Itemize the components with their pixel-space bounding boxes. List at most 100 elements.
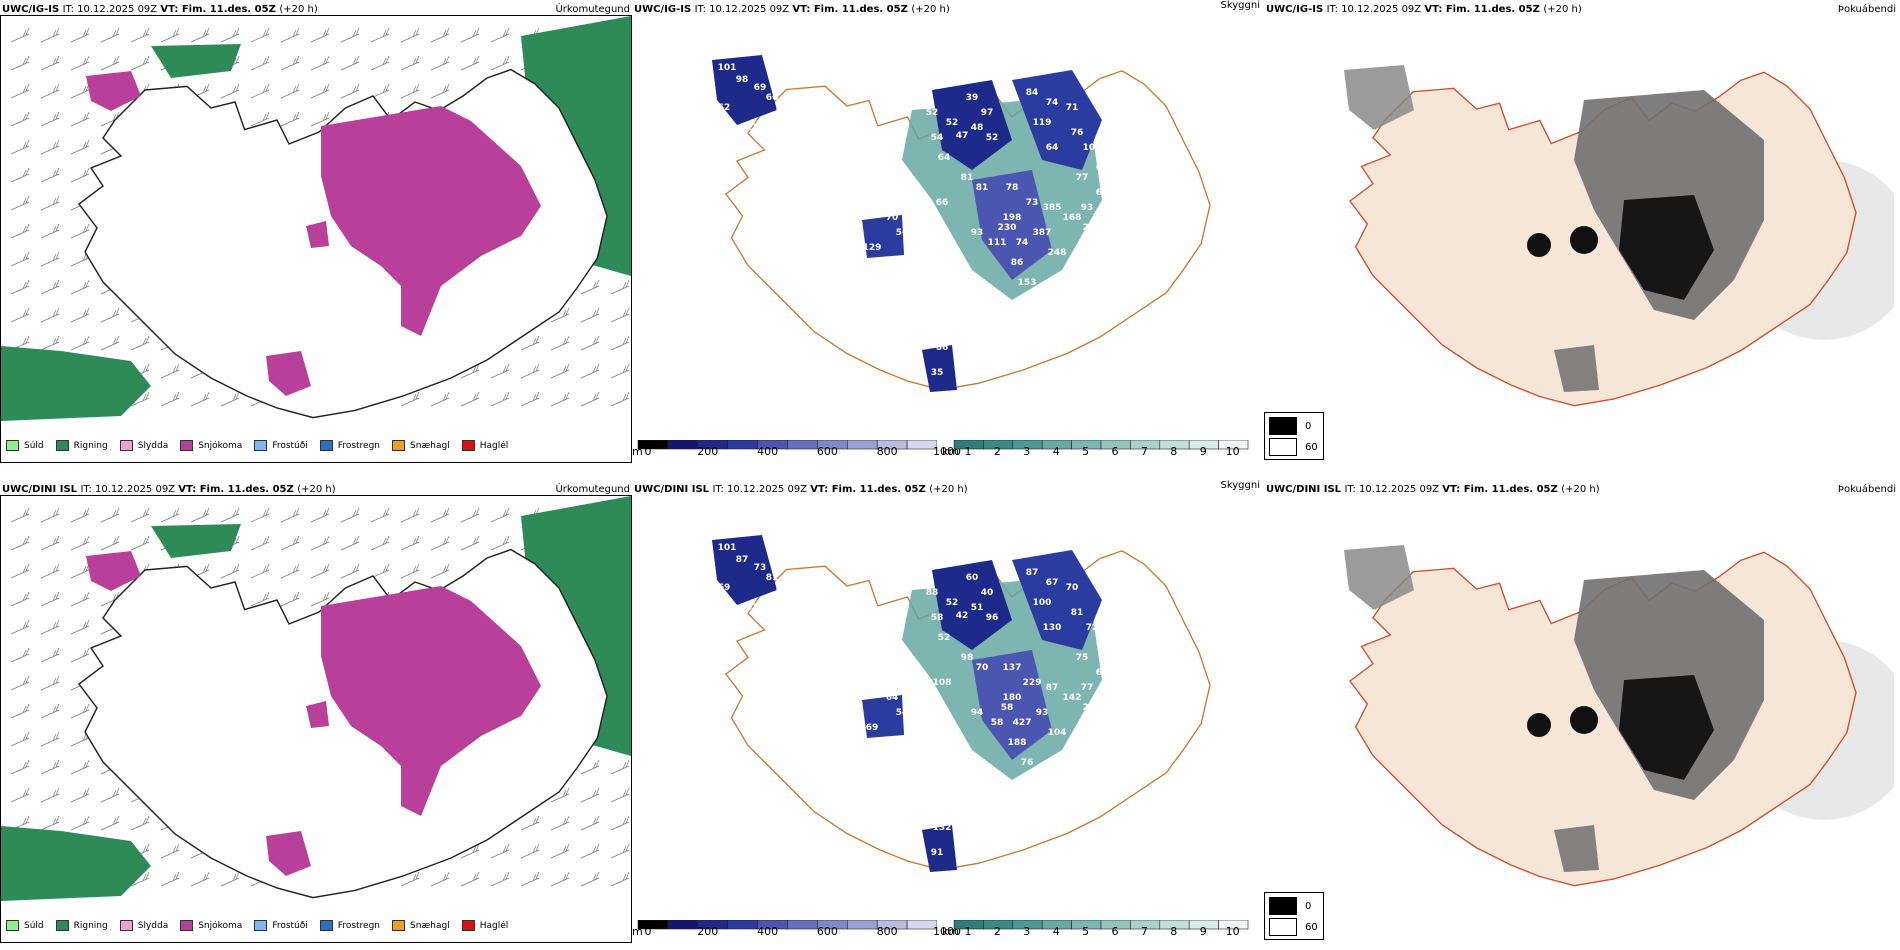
low-ceiling-area: [862, 215, 904, 258]
wind-barb: [310, 55, 330, 71]
wind-barb: [280, 111, 300, 127]
legend-swatch: [392, 440, 406, 451]
legend-item: Snjókoma: [180, 920, 242, 931]
legend-swatch: [254, 920, 268, 931]
wind-barb: [70, 55, 90, 71]
lead-time: (+20 h): [1543, 4, 1582, 15]
ceiling-peak-label: 229: [1023, 678, 1042, 688]
ceiling-peak-label: 88: [926, 588, 939, 598]
visibility-unit: km: [942, 925, 960, 938]
wind-barb: [10, 563, 30, 579]
ceiling-colorbar-ramp: [637, 439, 938, 450]
ceiling-peak-label: 78: [1006, 183, 1019, 193]
ceiling-peak-label: 93: [971, 228, 984, 238]
init-time: IT: 10.12.2025 09Z: [712, 484, 811, 495]
wind-barb: [10, 279, 30, 295]
fog-gray-area: [1554, 825, 1599, 872]
model-name: UWC/IG-IS: [2, 4, 63, 15]
wind-barb: [280, 55, 300, 71]
ceiling-peak-label: 69: [1096, 668, 1109, 678]
visibility-tick: 5: [1082, 445, 1090, 458]
wind-barb: [310, 83, 330, 99]
ceiling-peak-label: 31: [956, 838, 969, 848]
wind-barb: [460, 55, 480, 71]
wind-barb: [490, 843, 510, 859]
lead-time: (+20 h): [911, 4, 950, 15]
legend-label: Frostúði: [272, 440, 308, 451]
ceiling-peak-label: 119: [1033, 118, 1052, 128]
ceiling-peak-label: 64: [938, 153, 951, 163]
wind-barb: [10, 535, 30, 551]
ceiling-peak-label: 54: [931, 133, 944, 143]
panel-header: UWC/IG-IS IT: 10.12.2025 09Z VT: Fim. 11…: [2, 4, 318, 16]
wind-barb: [490, 391, 510, 407]
wind-barb: [10, 591, 30, 607]
ceiling-color-step: [787, 439, 818, 450]
wind-barb: [190, 871, 210, 887]
ceiling-peak-label: 87: [736, 555, 749, 565]
fog-gray-area: [1344, 65, 1414, 130]
ceiling-peak-label: 108: [933, 678, 952, 688]
ceiling-peak-label: 198: [1003, 213, 1022, 223]
ceiling-peak-label: 81: [961, 173, 974, 183]
ceiling-peak-label: 52: [926, 108, 939, 118]
wind-barb: [520, 363, 540, 379]
ceiling-tick: 0: [644, 925, 652, 938]
ceiling-peak-label: 76: [1071, 128, 1084, 138]
wind-barb: [430, 391, 450, 407]
valid-time: Fim. 11.des. 05Z: [199, 484, 298, 495]
panel-title: Úrkomutegund: [555, 4, 630, 15]
wind-barb: [580, 279, 600, 295]
wind-barb: [100, 507, 120, 523]
wind-barb: [490, 363, 510, 379]
wind-barb: [610, 335, 630, 351]
wind-barb: [610, 279, 630, 295]
ceiling-peak-label: 98: [736, 75, 749, 85]
wind-barb: [70, 83, 90, 99]
ceiling-peak-label: 100: [1083, 143, 1102, 153]
visibility-tick: 7: [1140, 925, 1148, 938]
ceiling-peak-label: 40: [981, 588, 994, 598]
ceiling-peak-label: 64: [886, 693, 899, 703]
ceiling-tick: 0: [644, 445, 652, 458]
legend-label: Súld: [24, 920, 44, 931]
wind-barb: [250, 507, 270, 523]
wind-barb: [10, 307, 30, 323]
snow-area: [266, 831, 311, 876]
wind-barb: [130, 815, 150, 831]
visibility-colorbar-ramp: [953, 919, 1249, 930]
fog-legend-label: 0: [1305, 900, 1312, 912]
fog-legend-label: 60: [1305, 441, 1318, 453]
fog-legend-item: 60: [1269, 918, 1318, 936]
model-name: UWC/IG-IS: [1266, 4, 1327, 15]
ceiling-peak-label: 212: [1083, 223, 1102, 233]
ceiling-color-step: [847, 919, 878, 930]
wind-barb: [70, 787, 90, 803]
wind-barb: [490, 27, 510, 43]
wind-barb: [520, 335, 540, 351]
ceiling-peak-label: 69: [866, 723, 879, 733]
ceiling-peak-label: 97: [981, 108, 994, 118]
wind-barb: [610, 843, 630, 859]
fog-legend-swatch: [1269, 918, 1297, 936]
wind-barb: [10, 139, 30, 155]
fog-gray-area: [1554, 345, 1599, 392]
panel-header: UWC/DINI ISL IT: 10.12.2025 09Z VT: Fim.…: [2, 484, 336, 496]
wind-barb: [220, 27, 240, 43]
wind-barb: [190, 507, 210, 523]
panel-title: Úrkomutegund: [555, 484, 630, 495]
panel-frame: [0, 495, 632, 943]
ceiling-peak-label: 70: [1066, 583, 1079, 593]
ceiling-peak-label: 62: [718, 103, 731, 113]
wind-barb: [430, 83, 450, 99]
dense-fog-spot: [1570, 226, 1598, 254]
ceiling-peak-label: 76: [1021, 758, 1034, 768]
wind-barb: [160, 363, 180, 379]
wind-barb: [10, 647, 30, 663]
ceiling-colorbar-ramp: [637, 919, 938, 930]
wind-barb: [430, 535, 450, 551]
valid-label: VT:: [178, 484, 200, 495]
ceiling-color-step: [727, 439, 758, 450]
legend-label: Rigning: [73, 920, 108, 931]
wind-barb: [310, 111, 330, 127]
